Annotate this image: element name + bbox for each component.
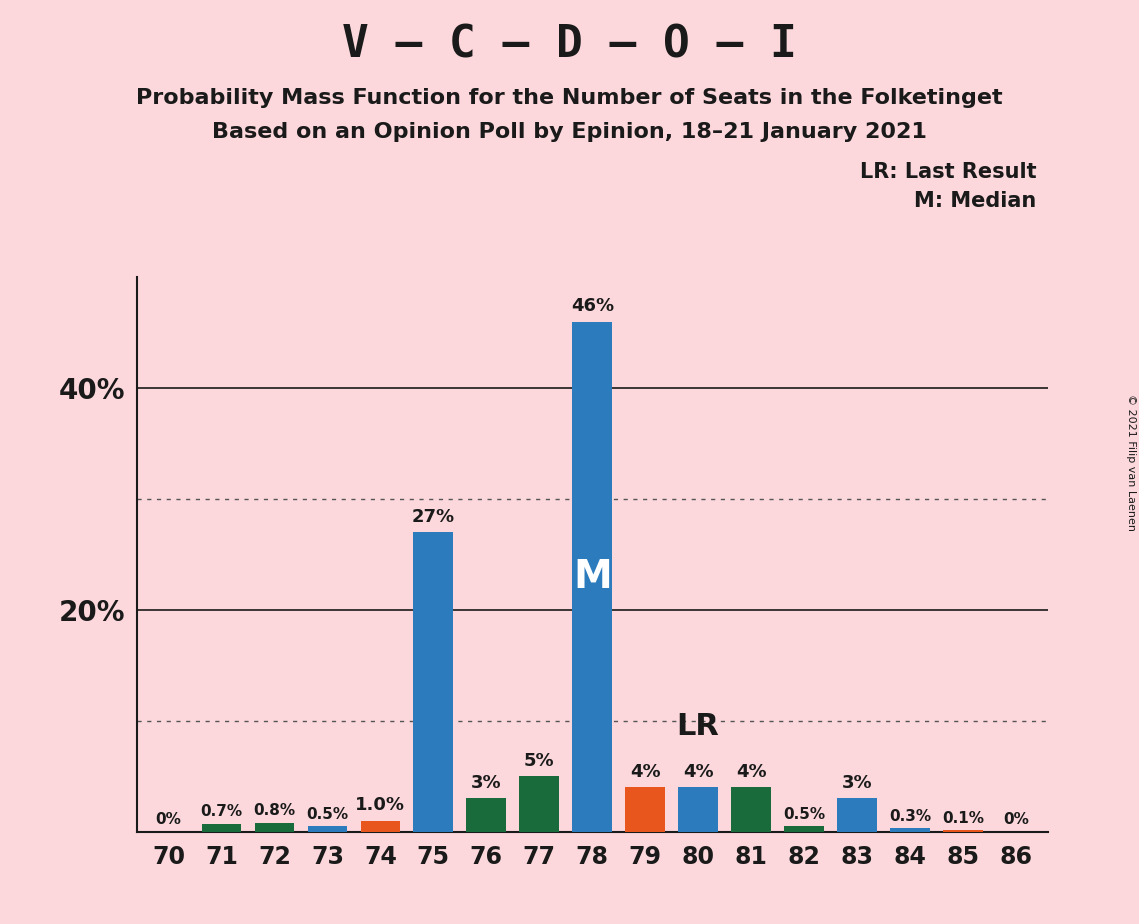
Text: 5%: 5% <box>524 751 555 770</box>
Text: 0.5%: 0.5% <box>306 807 349 821</box>
Text: 4%: 4% <box>736 762 767 781</box>
Bar <box>731 787 771 832</box>
Bar <box>625 787 665 832</box>
Bar <box>202 824 241 832</box>
Text: Based on an Opinion Poll by Epinion, 18–21 January 2021: Based on an Opinion Poll by Epinion, 18–… <box>212 122 927 142</box>
Text: V – C – D – O – I: V – C – D – O – I <box>342 23 797 67</box>
Bar <box>254 822 294 832</box>
Bar <box>519 776 559 832</box>
Text: LR: LR <box>675 711 719 741</box>
Text: 0.1%: 0.1% <box>942 811 984 826</box>
Text: 46%: 46% <box>571 297 614 315</box>
Text: 1.0%: 1.0% <box>355 796 405 814</box>
Bar <box>943 831 983 832</box>
Text: 3%: 3% <box>472 773 501 792</box>
Text: LR: Last Result: LR: Last Result <box>860 162 1036 182</box>
Bar <box>308 826 347 832</box>
Bar <box>891 828 931 832</box>
Text: 4%: 4% <box>630 762 661 781</box>
Bar <box>467 798 506 832</box>
Text: 0.8%: 0.8% <box>253 803 295 819</box>
Text: M: M <box>573 557 612 596</box>
Text: © 2021 Filip van Laenen: © 2021 Filip van Laenen <box>1126 394 1136 530</box>
Text: 0%: 0% <box>156 812 181 827</box>
Text: 0%: 0% <box>1003 812 1029 827</box>
Text: 27%: 27% <box>412 507 454 526</box>
Text: 3%: 3% <box>842 773 872 792</box>
Bar <box>361 821 400 832</box>
Text: Probability Mass Function for the Number of Seats in the Folketinget: Probability Mass Function for the Number… <box>137 88 1002 108</box>
Bar <box>837 798 877 832</box>
Text: 4%: 4% <box>683 762 713 781</box>
Bar <box>785 826 823 832</box>
Text: 0.5%: 0.5% <box>784 807 826 821</box>
Text: 0.3%: 0.3% <box>890 808 932 824</box>
Text: M: Median: M: Median <box>915 191 1036 212</box>
Bar <box>679 787 718 832</box>
Bar <box>573 322 612 832</box>
Text: 0.7%: 0.7% <box>200 805 243 820</box>
Bar <box>413 532 453 832</box>
